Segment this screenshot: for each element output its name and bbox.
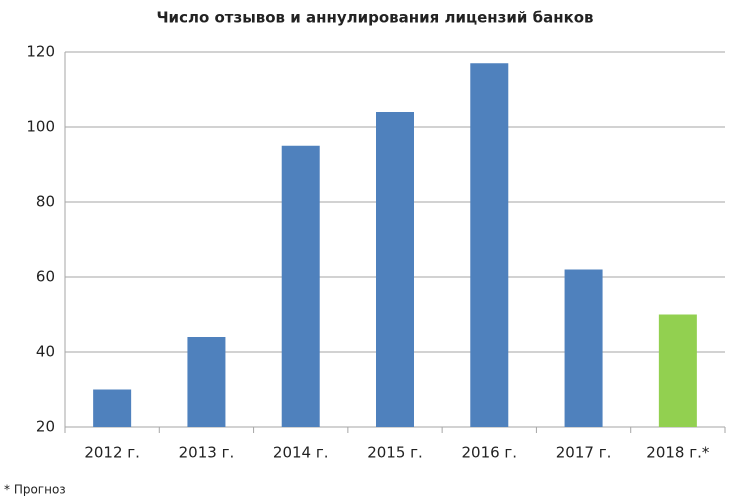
bar — [376, 112, 414, 427]
y-tick-label: 40 — [36, 343, 55, 361]
y-tick-label: 80 — [36, 193, 55, 211]
x-tick-label: 2012 г. — [84, 444, 140, 462]
y-tick-label: 120 — [26, 43, 55, 61]
x-tick-label: 2013 г. — [179, 444, 235, 462]
x-tick-label: 2018 г.* — [646, 444, 710, 462]
y-tick-label: 20 — [36, 418, 55, 436]
y-tick-label: 100 — [26, 118, 55, 136]
bar — [187, 337, 226, 427]
bar — [93, 389, 132, 427]
bar — [470, 63, 509, 427]
bar — [564, 269, 603, 427]
y-tick-label: 60 — [36, 268, 55, 286]
bar — [281, 145, 320, 427]
x-tick-label: 2016 г. — [461, 444, 517, 462]
bar — [658, 314, 697, 427]
x-tick-label: 2017 г. — [556, 444, 612, 462]
chart-title: Число отзывов и аннулирования лицензий б… — [156, 9, 593, 27]
x-tick-label: 2014 г. — [273, 444, 329, 462]
footnote: * Прогноз — [4, 483, 66, 497]
x-tick-label: 2015 г. — [367, 444, 423, 462]
